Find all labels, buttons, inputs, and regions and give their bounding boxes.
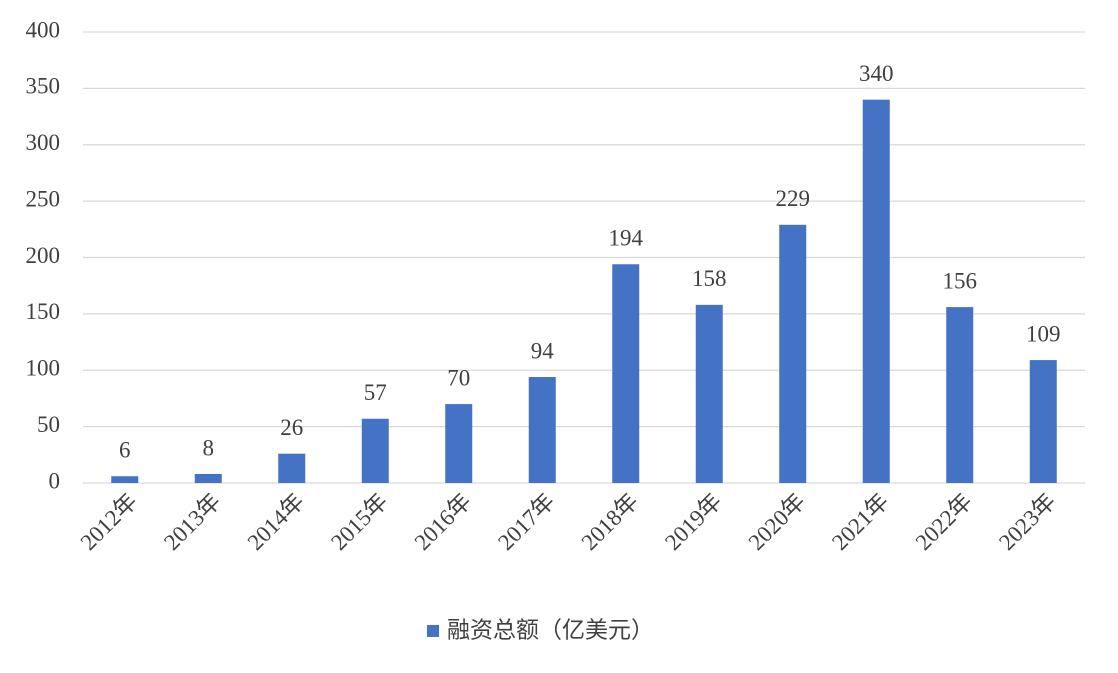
bar — [1029, 360, 1057, 483]
y-tick-label: 250 — [26, 186, 61, 211]
bar — [361, 418, 389, 483]
y-tick-label: 150 — [26, 299, 61, 324]
x-tick-label: 2022年 — [911, 489, 977, 555]
y-tick-label: 300 — [26, 130, 61, 155]
data-label: 109 — [1026, 321, 1061, 346]
data-label: 229 — [776, 186, 811, 211]
data-label: 156 — [943, 268, 978, 293]
x-tick-label: 2016年 — [410, 489, 476, 555]
y-tick-label: 200 — [26, 243, 61, 268]
data-label: 57 — [364, 380, 387, 405]
x-tick-label: 2023年 — [994, 489, 1060, 555]
data-label: 158 — [692, 266, 727, 291]
x-tick-label: 2015年 — [326, 489, 392, 555]
bar — [445, 404, 473, 483]
bar — [278, 453, 306, 483]
data-label: 94 — [531, 338, 555, 363]
x-tick-label: 2013年 — [159, 489, 225, 555]
bar — [779, 224, 807, 484]
y-tick-label: 50 — [37, 412, 60, 437]
y-tick-label: 400 — [26, 17, 61, 42]
bar — [946, 307, 974, 483]
bar — [194, 473, 222, 483]
bar — [528, 377, 556, 483]
bar — [612, 264, 640, 483]
x-tick-label: 2017年 — [493, 489, 559, 555]
bar — [695, 304, 723, 483]
y-tick-label: 100 — [26, 356, 61, 381]
data-label: 340 — [859, 61, 894, 86]
x-tick-label: 2019年 — [660, 489, 726, 555]
x-tick-label: 2020年 — [744, 489, 810, 555]
bar — [111, 476, 139, 483]
x-tick-label: 2021年 — [827, 489, 893, 555]
bar — [862, 99, 890, 484]
legend-swatch — [427, 625, 439, 637]
x-tick-label: 2014年 — [243, 489, 309, 555]
x-tick-label: 2012年 — [76, 489, 142, 555]
data-label: 70 — [447, 365, 470, 390]
x-tick-label: 2018年 — [577, 489, 643, 555]
data-label: 6 — [119, 438, 131, 463]
y-tick-label: 350 — [26, 74, 61, 99]
data-label: 26 — [280, 415, 303, 440]
y-tick-label: 0 — [49, 468, 61, 493]
data-label: 8 — [203, 435, 215, 460]
data-label: 194 — [609, 226, 644, 251]
legend-label: 融资总额（亿美元） — [447, 617, 654, 642]
